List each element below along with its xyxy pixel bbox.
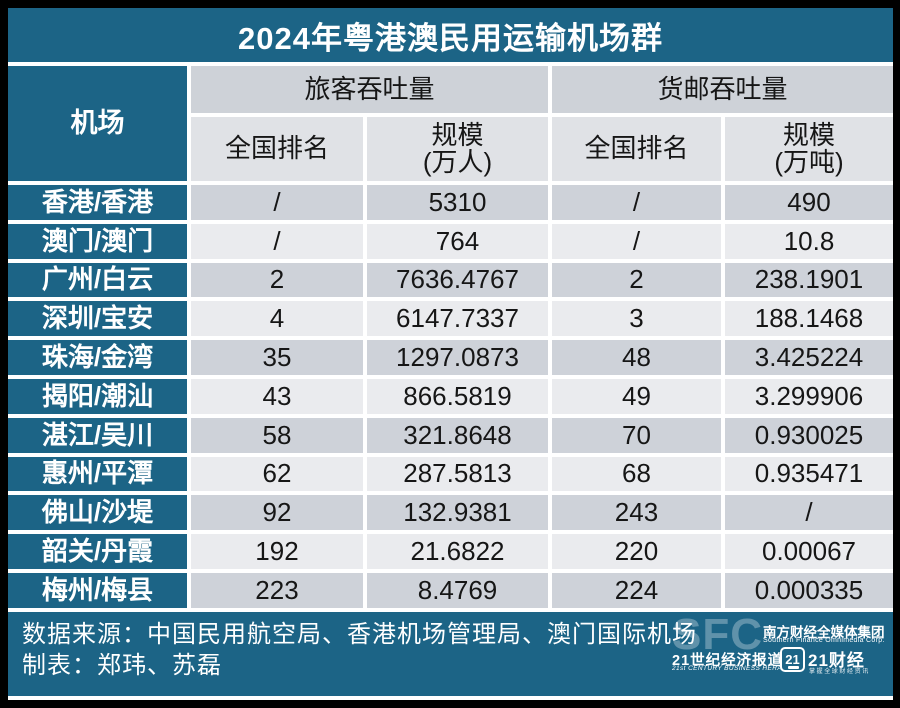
- pax-rank: 43: [191, 378, 363, 414]
- pax-rank: 2: [191, 262, 363, 298]
- pax-scale: 6147.7337: [367, 301, 548, 337]
- cargo-rank: 220: [552, 534, 721, 569]
- cargo-rank: 243: [552, 495, 721, 531]
- cargo-scale: 490: [725, 185, 893, 220]
- cargo-rank: 3: [552, 301, 721, 337]
- cargo-scale: 10.8: [725, 223, 893, 259]
- airport-name: 韶关/丹霞: [8, 534, 187, 569]
- sub-header-cargo-rank: 全国排名: [552, 117, 721, 181]
- cargo-scale: 0.000335: [725, 572, 893, 608]
- pax-rank: 58: [191, 417, 363, 453]
- pax-scale: 7636.4767: [367, 262, 548, 298]
- airport-name: 香港/香港: [8, 185, 187, 220]
- omnimedia-group-name-en: Southern Finance Omnimedia Corp.: [763, 636, 885, 644]
- omnimedia-group-name: 南方财经全媒体集团: [763, 624, 885, 640]
- business-herald-name-en: 21st CENTURY BUSINESS HERALD: [672, 664, 792, 672]
- pax-rank: 4: [191, 301, 363, 337]
- cargo-rank: 48: [552, 340, 721, 375]
- airport-name: 湛江/吴川: [8, 417, 187, 453]
- sub-header-cargo-scale: 规模 (万吨): [725, 117, 893, 181]
- cargo-scale: 0.930025: [725, 417, 893, 453]
- cargo-scale: 0.00067: [725, 534, 893, 569]
- airport-name: 佛山/沙堤: [8, 495, 187, 531]
- cargo-rank: 70: [552, 417, 721, 453]
- cargo-rank: 2: [552, 262, 721, 298]
- publisher-logo-cluster: SFC 南方财经全媒体集团 Southern Finance Omnimedia…: [8, 612, 893, 696]
- cargo-rank: 224: [552, 572, 721, 608]
- cargo-scale: 238.1901: [725, 262, 893, 298]
- group-header-passenger: 旅客吞吐量: [191, 66, 548, 113]
- pax-scale: 132.9381: [367, 495, 548, 531]
- cargo-scale: 0.935471: [725, 456, 893, 492]
- business-herald-name: 21世纪经济报道: [672, 652, 784, 669]
- airport-name: 揭阳/潮汕: [8, 378, 187, 414]
- 21-finance-app-slogan: 掌握全球财经资讯: [809, 668, 870, 675]
- sub-header-unit: (万吨): [774, 147, 844, 177]
- column-header-airport: 机场: [8, 66, 187, 181]
- airport-name: 珠海/金湾: [8, 340, 187, 375]
- sub-header-passenger-scale: 规模 (万人): [367, 117, 548, 181]
- page-title: 2024年粤港澳民用运输机场群: [8, 8, 893, 62]
- 21-app-badge-icon: 21: [780, 646, 805, 672]
- airport-name: 梅州/梅县: [8, 572, 187, 608]
- pax-scale: 8.4769: [367, 572, 548, 608]
- cargo-scale: 3.299906: [725, 378, 893, 414]
- sub-header-label: 规模: [431, 119, 484, 150]
- pax-rank: /: [191, 223, 363, 259]
- pax-scale: 287.5813: [367, 456, 548, 492]
- pax-rank: /: [191, 185, 363, 220]
- data-source-line: 数据来源：中国民用航空局、香港机场管理局、澳门国际机场: [22, 620, 697, 648]
- credit-line: 制表：郑玮、苏磊: [22, 651, 222, 679]
- cargo-rank: 68: [552, 456, 721, 492]
- badge-number: 21: [785, 651, 800, 667]
- sfc-logo: SFC: [672, 611, 763, 659]
- 21-finance-app-name: 21财经: [808, 650, 865, 670]
- pax-scale: 5310: [367, 185, 548, 220]
- airport-name: 惠州/平潭: [8, 456, 187, 492]
- airport-name: 深圳/宝安: [8, 301, 187, 337]
- airport-name: 澳门/澳门: [8, 223, 187, 259]
- airport-table: 机场 旅客吞吐量 货邮吞吐量 全国排名 规模 (万人) 全国排名 规模 (万吨)…: [8, 66, 893, 608]
- pax-rank: 62: [191, 456, 363, 492]
- footer-text: 数据来源：中国民用航空局、香港机场管理局、澳门国际机场 制表：郑玮、苏磊: [22, 619, 697, 681]
- footer: 数据来源：中国民用航空局、香港机场管理局、澳门国际机场 制表：郑玮、苏磊 SFC…: [8, 611, 893, 696]
- infographic: 2024年粤港澳民用运输机场群 机场 旅客吞吐量 货邮吞吐量 全国排名 规模 (…: [8, 8, 893, 700]
- pax-rank: 92: [191, 495, 363, 531]
- pax-rank: 192: [191, 534, 363, 569]
- pax-rank: 223: [191, 572, 363, 608]
- sub-header-passenger-rank: 全国排名: [191, 117, 363, 181]
- badge-strip: [788, 665, 799, 669]
- cargo-scale: /: [725, 495, 893, 531]
- pax-scale: 321.8648: [367, 417, 548, 453]
- pax-scale: 764: [367, 223, 548, 259]
- cargo-rank: /: [552, 185, 721, 220]
- airport-name: 广州/白云: [8, 262, 187, 298]
- cargo-scale: 3.425224: [725, 340, 893, 375]
- group-header-cargo: 货邮吞吐量: [552, 66, 893, 113]
- pax-scale: 1297.0873: [367, 340, 548, 375]
- pax-rank: 35: [191, 340, 363, 375]
- cargo-rank: 49: [552, 378, 721, 414]
- sub-header-label: 规模: [782, 119, 835, 150]
- pax-scale: 21.6822: [367, 534, 548, 569]
- cargo-scale: 188.1468: [725, 301, 893, 337]
- pax-scale: 866.5819: [367, 378, 548, 414]
- sub-header-unit: (万人): [422, 147, 493, 177]
- cargo-rank: /: [552, 223, 721, 259]
